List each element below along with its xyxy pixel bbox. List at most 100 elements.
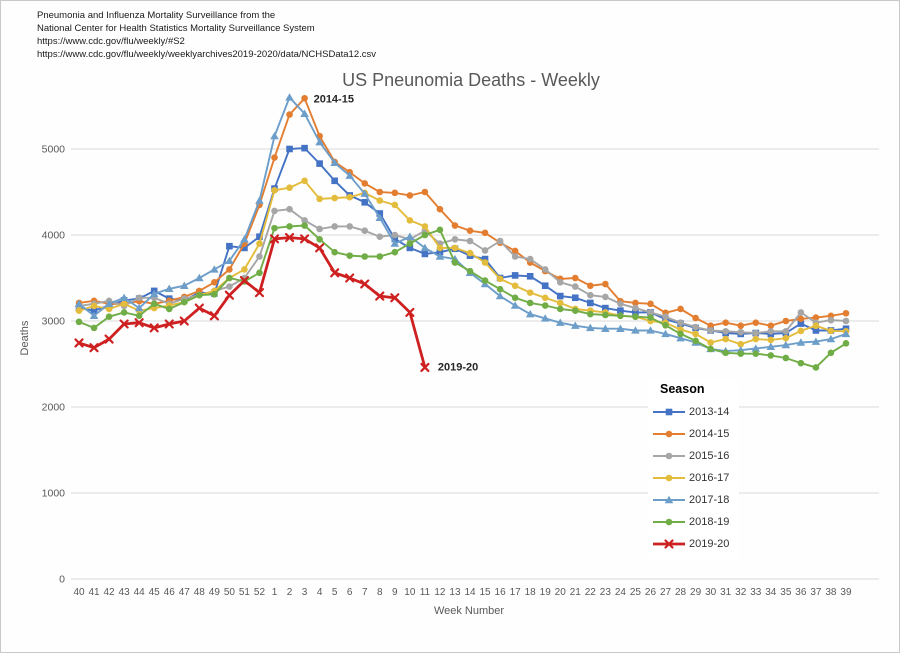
- legend-item-2015-16: 2015-16: [652, 445, 729, 467]
- x-tick-label: 5: [332, 587, 338, 598]
- series-2019-20: [74, 232, 430, 373]
- series-line-2014-15: [78, 97, 847, 327]
- x-tick-label: 35: [780, 587, 792, 598]
- legend-item-label: 2014-15: [689, 428, 730, 440]
- series-2018-19: [75, 222, 850, 371]
- x-tick-label: 51: [239, 587, 251, 598]
- legend-circle-marker-icon: [653, 474, 685, 482]
- x-tick-label: 45: [149, 587, 161, 598]
- legend-circle-marker-icon: [653, 430, 685, 438]
- legend-item-label: 2016-17: [689, 472, 730, 484]
- x-tick-label: 28: [675, 587, 687, 598]
- x-tick-label: 17: [510, 587, 522, 598]
- series-2016-17: [75, 177, 850, 348]
- source-note-line-4: https://www.cdc.gov/flu/weekly/weeklyarc…: [37, 49, 376, 60]
- x-tick-label: 26: [645, 587, 657, 598]
- x-tick-label: 7: [362, 587, 368, 598]
- y-tick-label: 2000: [42, 402, 66, 414]
- y-tick-label: 3000: [42, 316, 66, 328]
- legend-item-2014-15: 2014-15: [652, 423, 729, 445]
- x-tick-label: 42: [104, 587, 116, 598]
- x-tick-label: 39: [840, 587, 852, 598]
- x-tick-label: 23: [600, 587, 612, 598]
- x-tick-label: 48: [194, 587, 206, 598]
- legend-item-2016-17: 2016-17: [652, 467, 729, 489]
- x-tick-label: 18: [525, 587, 537, 598]
- legend-item-label: 2018-19: [689, 516, 730, 528]
- x-tick-label: 40: [73, 587, 85, 598]
- x-tick-label: 11: [420, 587, 431, 598]
- x-tick-label: 43: [119, 587, 131, 598]
- legend-item-label: 2015-16: [689, 450, 730, 462]
- x-tick-label: 8: [377, 587, 383, 598]
- source-note: Pneumonia and Influenza Mortality Survei…: [37, 9, 376, 61]
- source-note-line-2: National Center for Health Statistics Mo…: [37, 23, 315, 34]
- legend-x-marker-icon: [653, 539, 685, 549]
- series-line-2018-19: [78, 224, 847, 369]
- x-tick-label: 50: [224, 587, 236, 598]
- legend-item-2017-18: 2017-18: [652, 489, 729, 511]
- y-tick-label: 1000: [42, 488, 66, 500]
- x-tick-label: 31: [720, 587, 732, 598]
- x-tick-label: 4: [317, 587, 323, 598]
- x-tick-label: 41: [88, 587, 100, 598]
- x-tick-label: 24: [615, 587, 627, 598]
- legend-square-marker-icon: [653, 408, 685, 416]
- y-tick-label: 5000: [42, 144, 66, 156]
- x-tick-label: 44: [134, 587, 146, 598]
- x-tick-label: 25: [630, 587, 642, 598]
- series-2014-15: [75, 94, 850, 330]
- legend: Season 2013-14 2014-15 2015-16 2016-17 2017-…: [648, 379, 740, 561]
- source-note-line-3: https://www.cdc.gov/flu/weekly/#S2: [37, 36, 185, 47]
- x-tick-label: 15: [479, 587, 491, 598]
- x-tick-label: 16: [495, 587, 507, 598]
- x-tick-label: 27: [660, 587, 672, 598]
- series-2015-16: [75, 205, 850, 337]
- x-tick-label: 29: [690, 587, 702, 598]
- legend-item-label: 2017-18: [689, 494, 730, 506]
- x-tick-label: 38: [825, 587, 837, 598]
- x-tick-label: 21: [570, 587, 582, 598]
- legend-items: 2013-14 2014-15 2015-16 2016-17 2017-18 2018-…: [652, 401, 729, 555]
- legend-title: Season: [660, 382, 705, 396]
- x-tick-label: 10: [404, 587, 416, 598]
- x-tick-label: 12: [434, 587, 446, 598]
- x-tick-label: 30: [705, 587, 717, 598]
- x-tick-label: 20: [555, 587, 567, 598]
- legend-item-2019-20: 2019-20: [652, 533, 729, 555]
- x-tick-label: 14: [464, 587, 476, 598]
- x-tick-label: 19: [540, 587, 552, 598]
- x-tick-label: 33: [750, 587, 762, 598]
- x-tick-label: 52: [254, 587, 266, 598]
- x-tick-label: 3: [302, 587, 308, 598]
- annotation-2019-20: 2019-20: [438, 361, 478, 373]
- x-tick-label: 9: [392, 587, 398, 598]
- x-tick-label: 22: [585, 587, 597, 598]
- x-tick-label: 13: [449, 587, 461, 598]
- legend-item-label: 2019-20: [689, 538, 730, 550]
- x-tick-label: 34: [765, 587, 777, 598]
- x-tick-label: 37: [810, 587, 822, 598]
- legend-circle-marker-icon: [653, 518, 685, 526]
- legend-item-label: 2013-14: [689, 406, 730, 418]
- x-tick-label: 46: [164, 587, 176, 598]
- x-tick-label: 36: [795, 587, 807, 598]
- x-axis-title: Week Number: [434, 605, 504, 617]
- x-tick-label: 2: [287, 587, 293, 598]
- legend-item-2013-14: 2013-14: [652, 401, 729, 423]
- chart-title: US Pneunomia Deaths - Weekly: [342, 70, 600, 90]
- y-tick-label: 0: [59, 574, 65, 586]
- legend-circle-marker-icon: [653, 452, 685, 460]
- y-axis-title: Deaths: [19, 320, 31, 355]
- y-tick-label: 4000: [42, 230, 66, 242]
- x-tick-label: 32: [735, 587, 747, 598]
- x-tick-label: 49: [209, 587, 221, 598]
- legend-item-2018-19: 2018-19: [652, 511, 729, 533]
- x-tick-label: 1: [272, 587, 278, 598]
- legend-triangle-marker-icon: [653, 495, 685, 504]
- annotation-2014-15: 2014-15: [314, 93, 354, 105]
- source-note-line-1: Pneumonia and Influenza Mortality Survei…: [37, 10, 276, 21]
- series-line-2016-17: [78, 179, 847, 346]
